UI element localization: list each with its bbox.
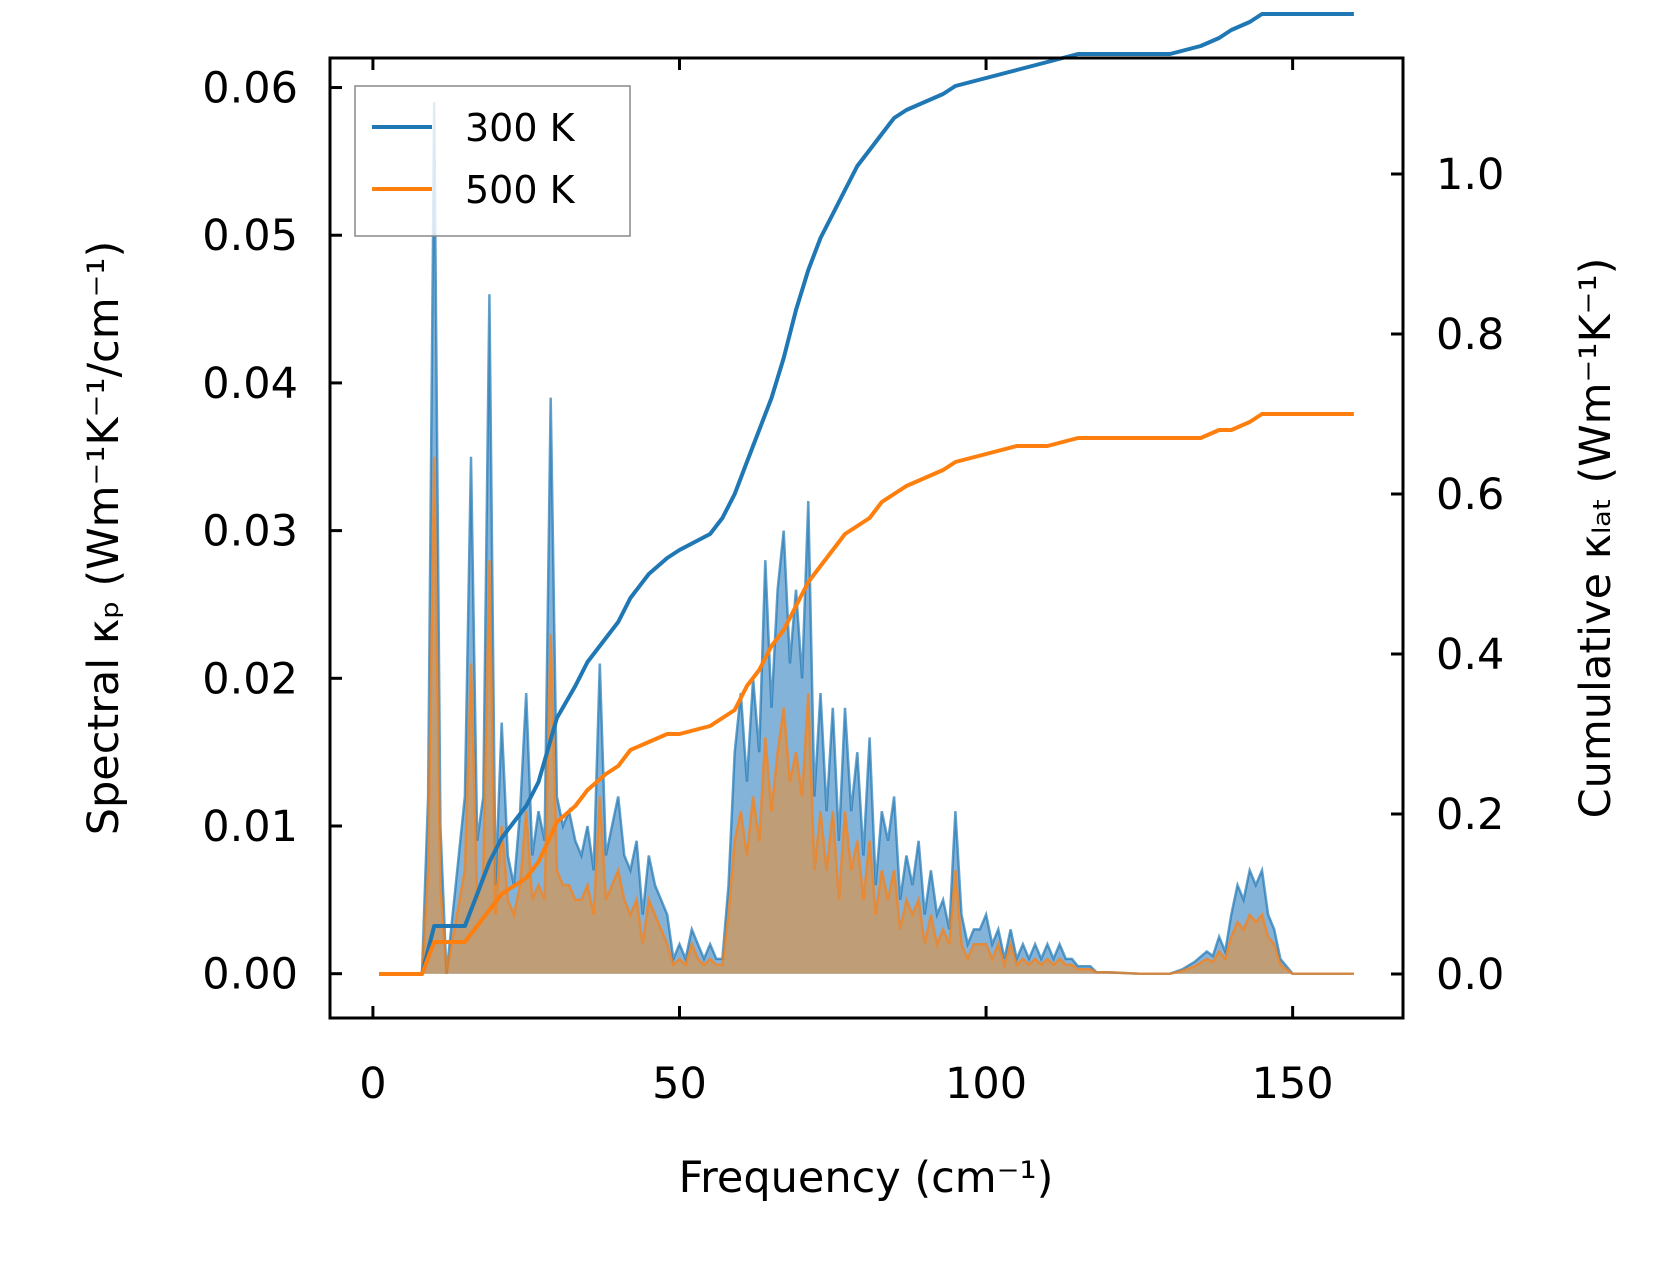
- y-left-tick-label: 0.04: [202, 359, 298, 409]
- y-left-tick-label: 0.02: [202, 654, 298, 704]
- y-right-axis-title: Cumulative κₗₐₜ (Wm⁻¹K⁻¹): [1571, 258, 1621, 819]
- y-right-tick-label: 0.4: [1436, 630, 1504, 680]
- y-right-axis-ticks: 0.0 0.2 0.4 0.6 0.8 1.0: [1391, 150, 1504, 1000]
- spectral-line-500K: [379, 456, 1354, 975]
- legend-box: [354, 85, 631, 237]
- y-left-axis-ticks: 0.00 0.01 0.02 0.03 0.04 0.05 0.06: [202, 64, 342, 1000]
- x-axis-ticks: 0 50 100 150: [359, 58, 1334, 1109]
- y-left-tick-label: 0.01: [202, 802, 298, 852]
- y-left-axis-title: Spectral κₚ (Wm⁻¹K⁻¹/cm⁻¹): [79, 241, 129, 836]
- legend: 300 K 500 K: [354, 85, 631, 237]
- y-left-tick-label: 0.00: [202, 950, 298, 1000]
- x-tick-label: 100: [945, 1059, 1027, 1109]
- cumulative-line-500K: [379, 412, 1354, 976]
- y-right-tick-label: 0.0: [1436, 950, 1504, 1000]
- x-axis-title: Frequency (cm⁻¹): [679, 1153, 1054, 1203]
- y-right-tick-label: 0.2: [1436, 790, 1504, 840]
- y-right-tick-label: 0.6: [1436, 470, 1504, 520]
- x-tick-label: 50: [652, 1059, 707, 1109]
- y-left-tick-label: 0.06: [202, 64, 298, 114]
- x-tick-label: 150: [1252, 1059, 1334, 1109]
- y-right-tick-label: 1.0: [1436, 150, 1504, 200]
- spectral-line-300K: [379, 102, 1354, 975]
- y-left-tick-label: 0.05: [202, 211, 298, 261]
- legend-label-500K: 500 K: [465, 168, 576, 212]
- series-lines: [379, 12, 1354, 976]
- y-left-tick-label: 0.03: [202, 507, 298, 557]
- y-right-tick-label: 0.8: [1436, 310, 1504, 360]
- legend-label-300K: 300 K: [465, 106, 576, 150]
- x-tick-label: 0: [359, 1059, 386, 1109]
- cumulative-line-300K: [379, 12, 1354, 976]
- plot-frame: [328, 56, 1405, 1020]
